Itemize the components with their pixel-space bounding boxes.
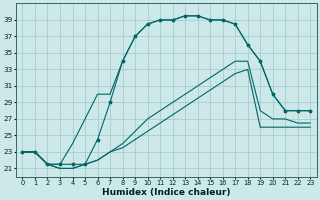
X-axis label: Humidex (Indice chaleur): Humidex (Indice chaleur) xyxy=(102,188,231,197)
